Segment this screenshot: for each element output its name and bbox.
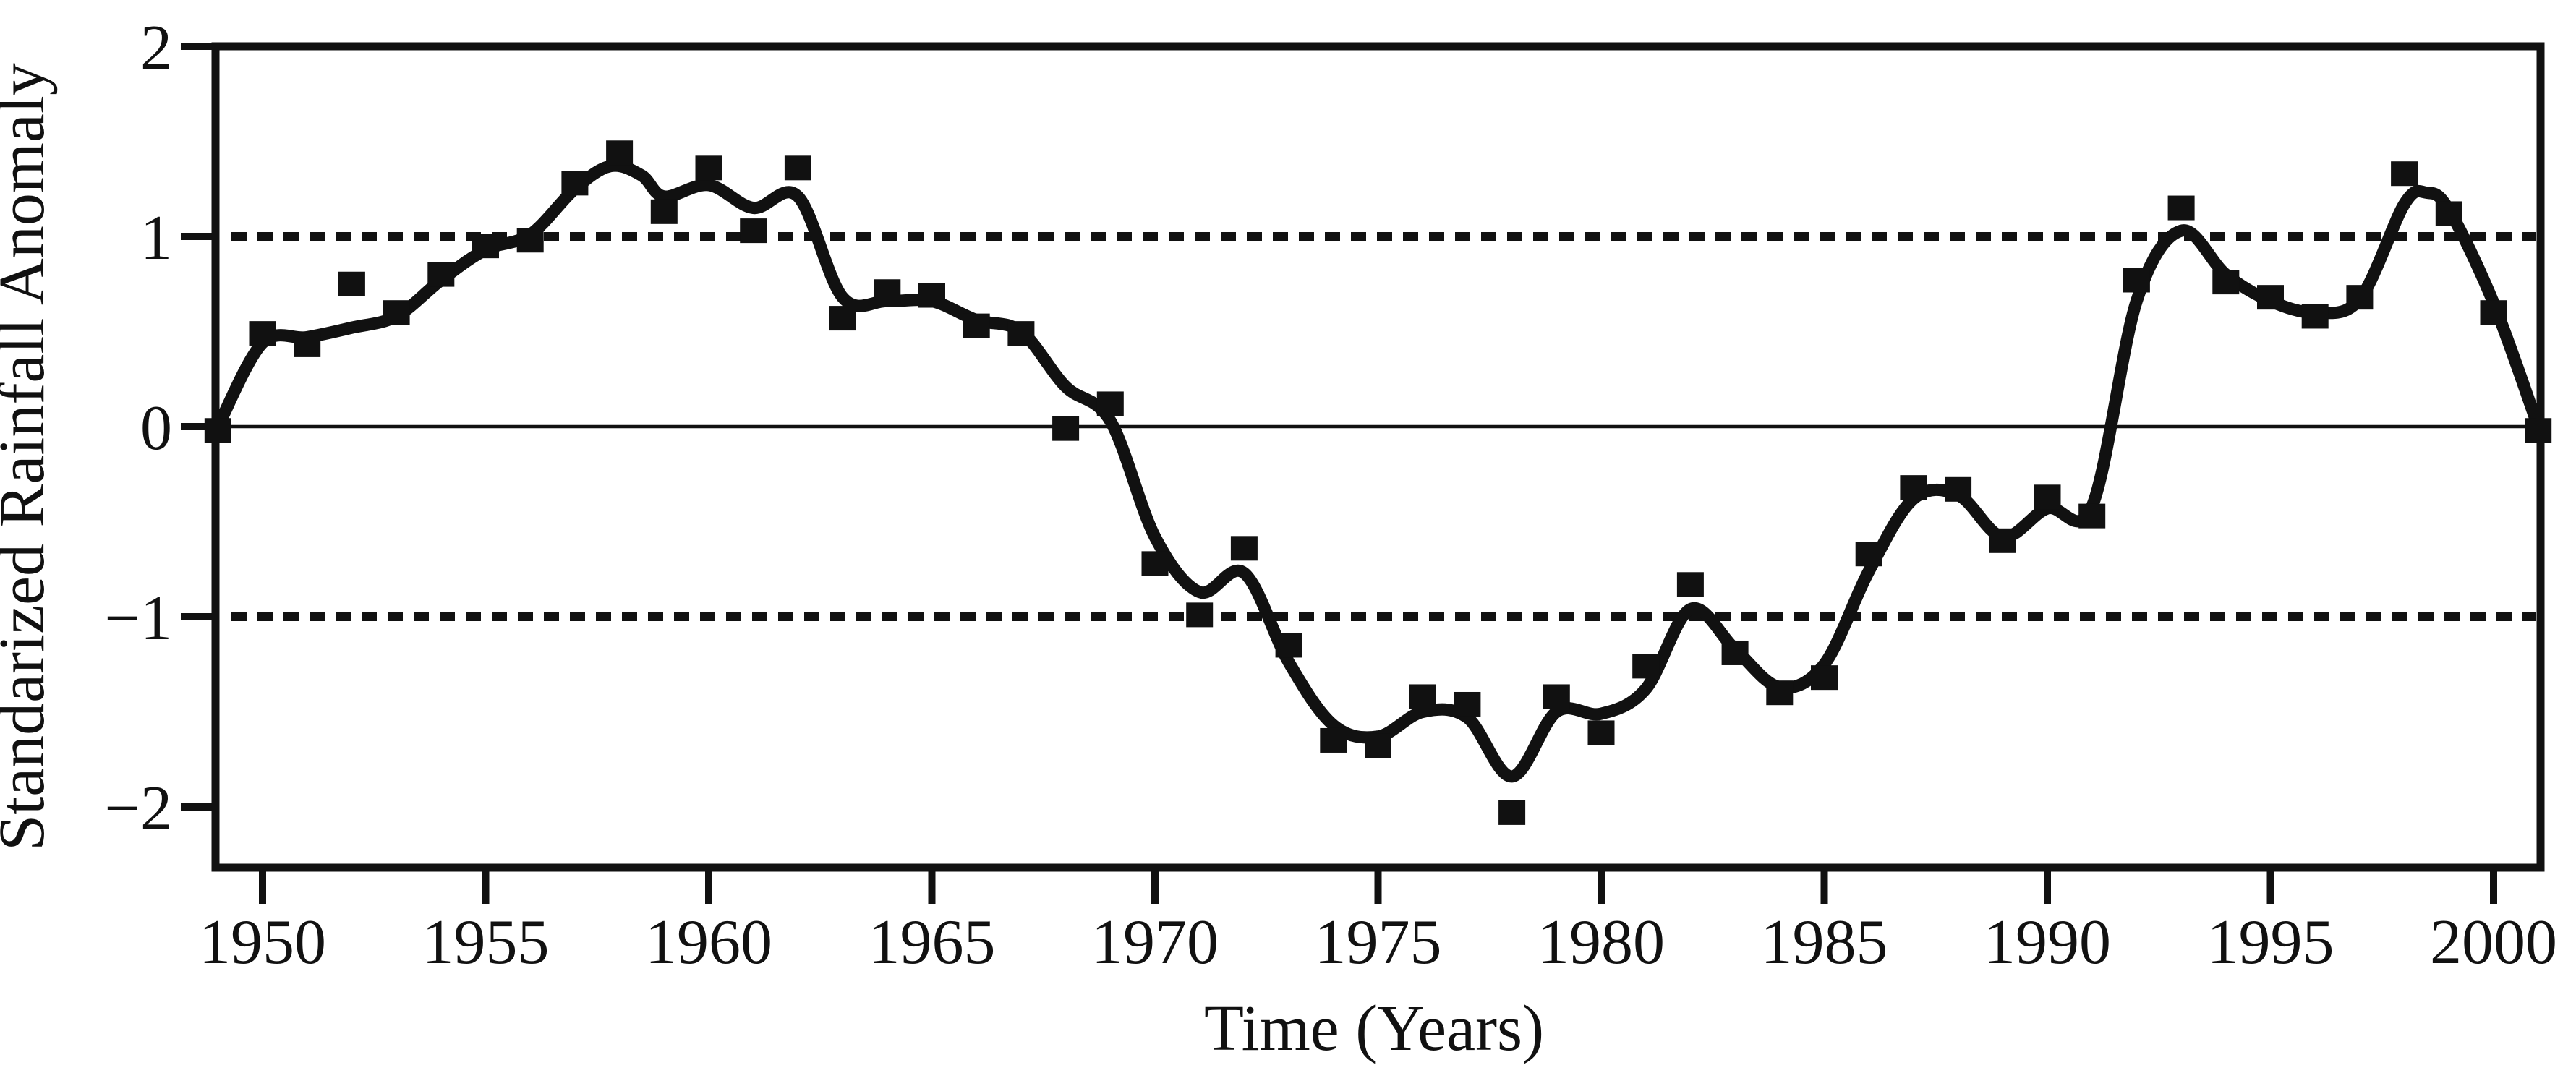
trend-curve [211,159,2545,783]
x-tick-label: 2000 [2430,907,2557,978]
x-tick-label: 1950 [199,907,326,978]
data-point-square [2346,285,2374,310]
data-point-square [1230,536,1258,561]
y-tick-label: 1 [140,203,172,273]
y-axis-title: Standarized Rainfall Anomaly [0,63,58,851]
data-point-square [1855,542,1882,567]
data-point-square [650,199,678,224]
y-tick-label: 2 [140,13,172,83]
data-point-square [784,155,811,181]
data-point-square [561,171,589,196]
data-point-square [2257,285,2284,310]
y-tick-label: 0 [140,393,172,463]
x-tick-label: 1980 [1538,907,1665,978]
data-point-square [740,218,767,244]
data-point-square [294,332,321,357]
x-tick-label: 1975 [1315,907,1442,978]
data-point-square [1498,800,1526,825]
data-point-square [1587,720,1615,745]
data-point-square [1811,665,1838,691]
x-tick-label: 1970 [1091,907,1219,978]
data-point-square [2212,270,2240,295]
axis-tick-labels: 2 1 0 −1 −2 1950 1955 1960 1965 1970 1975 1980 1985 1… [104,13,2557,978]
data-point-square [516,228,544,253]
data-point-square [2167,195,2195,221]
x-tick-label: 1985 [1761,907,1888,978]
x-axis-title: Time (Years) [1204,993,1544,1064]
data-point-square [1900,475,1927,500]
data-point-square [1186,602,1214,628]
trend-curve-group [211,159,2545,783]
y-tick-label: −1 [104,583,172,654]
data-point-square [695,155,722,181]
data-point-square [1721,640,1749,665]
data-point-square [1052,416,1080,441]
data-point-square [1409,684,1436,709]
data-point-square [2480,300,2507,325]
data-point-square [829,306,856,331]
data-point-square [1275,633,1302,658]
data-point-square [606,140,634,166]
data-point-square [1945,476,1972,502]
data-point-square [1989,528,2016,553]
data-point-square [1365,733,1391,758]
data-point-square [1543,684,1570,709]
data-point-square [1454,691,1481,717]
data-point-group [204,140,2552,825]
data-point-square [383,300,410,325]
data-point-square [2435,201,2462,226]
data-point-square [1632,654,1660,679]
x-tick-label: 1965 [869,907,996,978]
x-tick-label: 1955 [422,907,550,978]
data-point-square [874,279,901,304]
data-point-square [249,321,276,346]
data-point-square [1007,321,1035,346]
x-tick-label: 1995 [2207,907,2334,978]
data-point-square [1141,551,1169,576]
data-point-square [2391,161,2418,187]
data-point-square [2301,304,2329,329]
data-point-square [338,271,365,296]
data-point-square [918,283,945,308]
x-tick-label: 1990 [1984,907,2111,978]
data-point-square [427,262,455,287]
data-point-square [1320,727,1347,753]
data-point-square [2078,503,2106,529]
data-point-square [1766,680,1794,706]
axis-ticks [181,43,2497,904]
data-point-square [1096,391,1124,416]
data-point-square [963,313,990,338]
data-point-square [1676,572,1704,597]
y-tick-label: −2 [104,774,172,844]
threshold-lines [231,232,2536,621]
data-point-square [2034,484,2061,510]
x-tick-label: 1960 [645,907,772,978]
plot-border [211,42,2545,872]
data-point-square [2123,268,2150,293]
data-point-square [472,234,499,259]
